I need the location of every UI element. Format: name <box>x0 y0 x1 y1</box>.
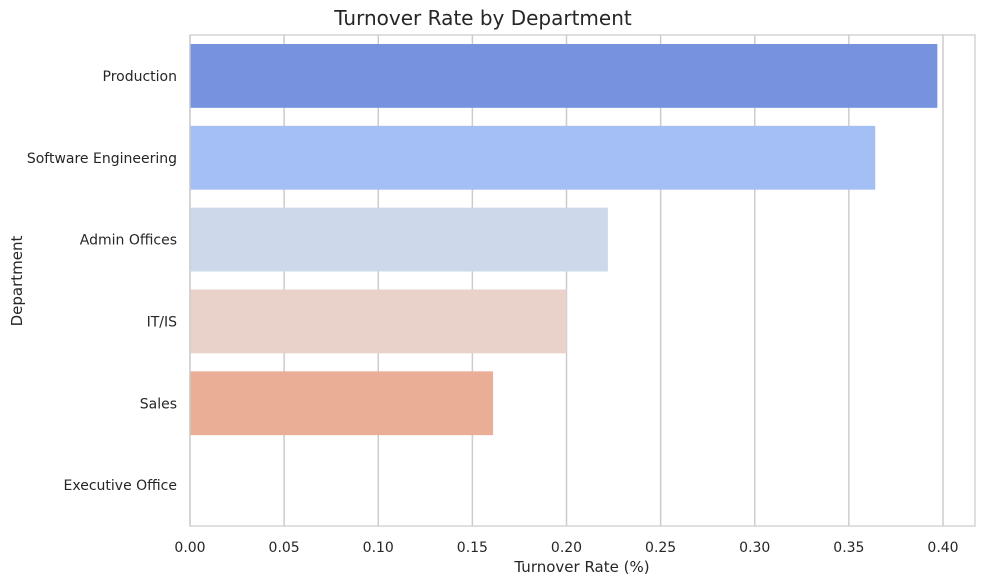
x-tick-label: 0.40 <box>927 540 958 556</box>
x-tick-label: 0.30 <box>739 540 770 556</box>
y-tick-label: Software Engineering <box>27 151 177 167</box>
y-tick-label: IT/IS <box>147 314 178 330</box>
bar-admin-offices <box>190 207 608 272</box>
x-tick-label: 0.00 <box>174 540 205 556</box>
x-tick-label: 0.25 <box>645 540 676 556</box>
bars <box>190 44 938 436</box>
y-axis-label: Department <box>8 236 26 327</box>
y-tick-label: Admin Offices <box>80 233 177 249</box>
y-tick-label: Sales <box>140 396 177 412</box>
y-tick-labels: Production Software Engineering Admin Offi… <box>27 69 177 494</box>
y-tick-label: Production <box>103 69 177 85</box>
x-tick-labels: 0.00 0.05 0.10 0.15 0.20 0.25 0.30 0.35 0.40 <box>174 540 958 556</box>
plot-frame <box>189 34 976 527</box>
x-axis-label: Turnover Rate (%) <box>513 558 649 576</box>
bar-production <box>190 44 938 108</box>
x-tick-label: 0.10 <box>363 540 394 556</box>
x-tick-label: 0.05 <box>269 540 300 556</box>
bar-it-is <box>190 289 567 354</box>
y-tick-label: Executive Office <box>64 478 177 494</box>
chart-title: Turnover Rate by Department <box>333 6 632 30</box>
x-tick-label: 0.15 <box>457 540 488 556</box>
grid-lines <box>189 35 944 526</box>
x-tick-label: 0.20 <box>551 540 582 556</box>
x-tick-label: 0.35 <box>833 540 864 556</box>
bar-software-engineering <box>190 125 876 190</box>
bar-sales <box>190 371 494 436</box>
